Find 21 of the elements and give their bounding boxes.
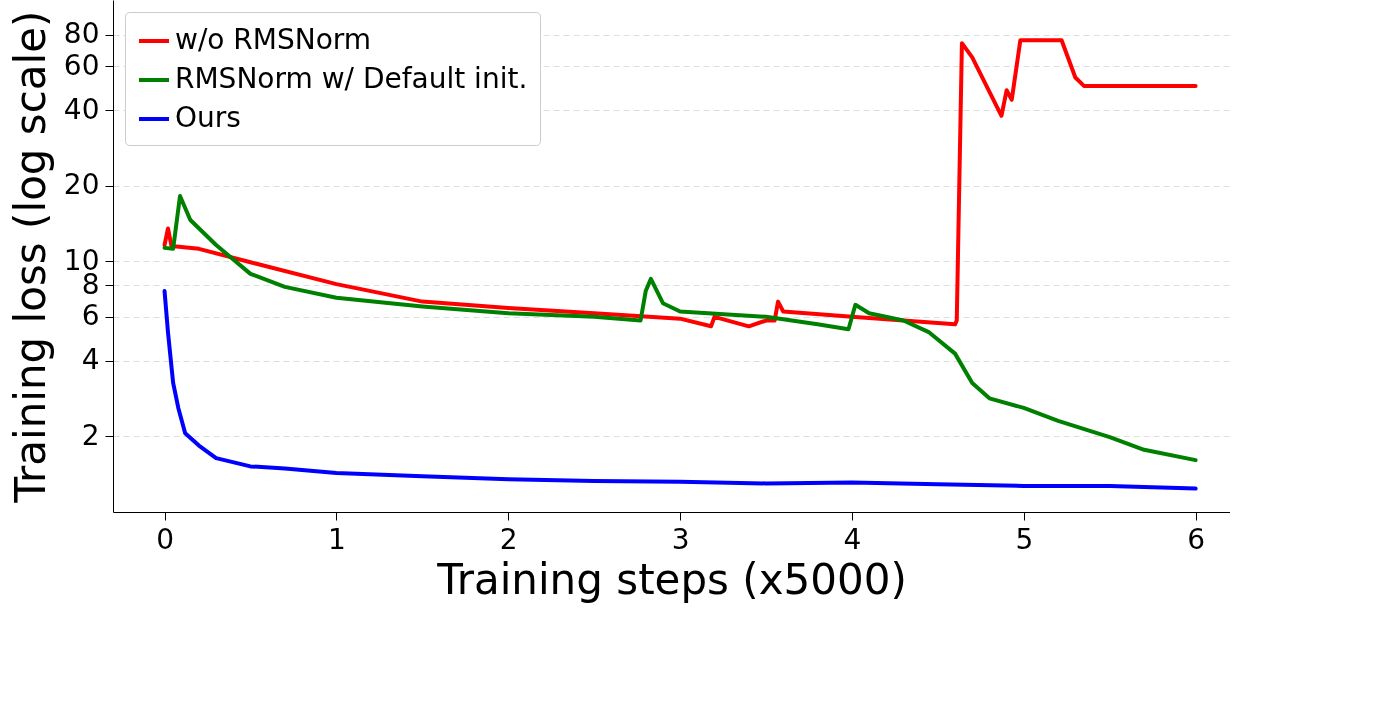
legend-label: Ours xyxy=(175,101,241,134)
line-series xyxy=(162,193,1198,463)
y-axis-title: Training loss (log scale) xyxy=(5,10,55,504)
x-tick-label: 3 xyxy=(671,522,690,556)
x-tick-label: 1 xyxy=(327,522,346,556)
x-tick-label: 2 xyxy=(499,522,518,556)
x-tick-label: 4 xyxy=(843,522,862,556)
line-series xyxy=(162,289,1198,491)
x-tick-label: 0 xyxy=(156,522,174,556)
y-tick-label: 6 xyxy=(81,299,100,333)
y-tick-label: 40 xyxy=(63,92,100,126)
y-tick-label: 2 xyxy=(81,419,100,452)
x-axis-title: Training steps (x5000) xyxy=(436,554,907,604)
y-tick-label: 80 xyxy=(63,17,100,51)
y-tick-label: 4 xyxy=(81,343,100,377)
x-tick-label: 6 xyxy=(1187,522,1206,556)
y-tick-label: 20 xyxy=(63,168,100,202)
x-tick-label: 5 xyxy=(1015,522,1034,556)
y-tick-label: 60 xyxy=(63,48,100,82)
legend-label: w/o RMSNorm xyxy=(175,23,372,56)
legend-label: RMSNorm w/ Default init. xyxy=(175,62,528,95)
